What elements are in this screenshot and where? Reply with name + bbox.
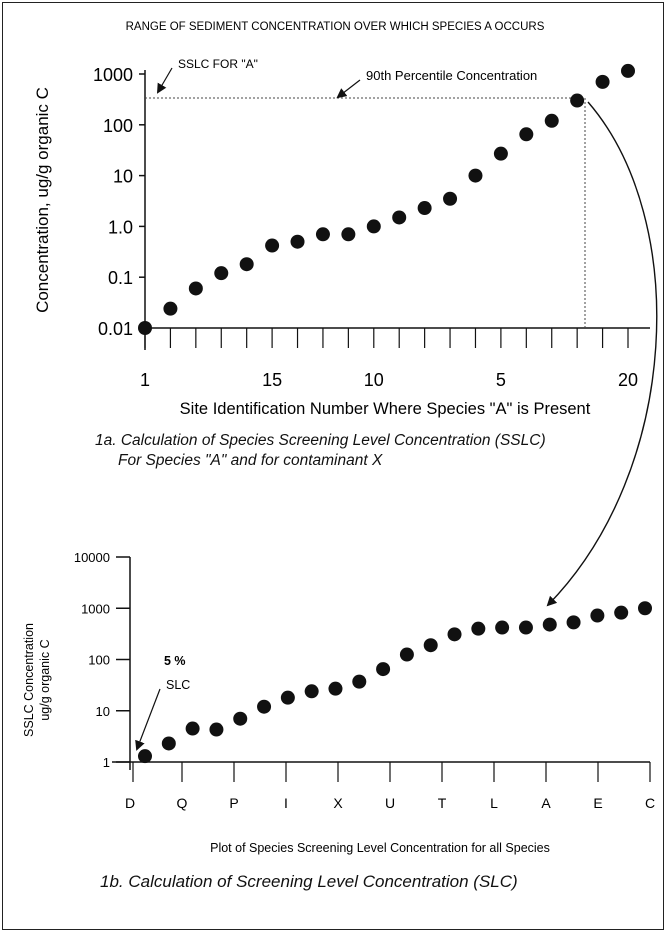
caption-1a-line2: For Species "A" and for contaminant X [118, 452, 383, 469]
chart-1b-data-point [376, 662, 391, 677]
chart-1a-data-point [188, 281, 203, 296]
chart-1a-data-point [214, 266, 229, 281]
chart-1a-data-point [265, 238, 280, 253]
chart-1a-data-point [392, 210, 407, 225]
chart-1b-data-point [423, 638, 438, 653]
chart-1b-data-point [233, 711, 248, 726]
caption-1a-line1: 1a. Calculation of Species Screening Lev… [95, 432, 546, 449]
chart-1b-y-tick-label: 1000 [81, 601, 110, 616]
chart-1b-axes [112, 557, 650, 770]
chart-1b-y-tick-label: 10000 [74, 550, 110, 565]
chart-1a-axes [144, 70, 650, 350]
chart-1a-data-point [290, 234, 305, 249]
chart-1b-x-tick-label: C [645, 795, 655, 811]
chart-1b-y-tick-label: 1 [103, 755, 110, 770]
chart-1a-x-tick-label: 5 [496, 370, 506, 390]
chart-1b-x-tick-label: A [541, 795, 551, 811]
chart-1a-y-tick-label: 0.01 [98, 319, 133, 339]
chart-1a-x-tick-label: 15 [262, 370, 282, 390]
chart-1b-x-tick-label: U [385, 795, 395, 811]
chart-1b-data-point [542, 617, 557, 632]
caption-1b: 1b. Calculation of Screening Level Conce… [100, 872, 518, 891]
chart-1b-data-point [495, 620, 510, 635]
chart-1a-x-tick-label: 1 [140, 370, 150, 390]
chart-1a-sslc-label: SSLC FOR "A" [178, 57, 258, 71]
chart-1a-x-axis-label: Site Identification Number Where Species… [180, 400, 591, 418]
chart-1a-percentile-arrow [336, 79, 361, 99]
chart-1b-data-point [185, 721, 200, 736]
chart-1b-slc-label: SLC [166, 678, 190, 692]
chart-1b-x-tick-label: I [284, 795, 288, 811]
chart-1a-data-point [443, 191, 458, 206]
chart-1a-data-point [341, 227, 356, 242]
chart-1b-x-tick-label: E [593, 795, 602, 811]
chart-1a-y-tick-label: 0.1 [108, 268, 133, 288]
chart-1a-points [138, 63, 635, 335]
chart-1b-data-point [209, 722, 224, 737]
chart-1b-data-point [447, 627, 462, 642]
chart-1a-y-axis-label: Concentration, ug/g organic C [33, 87, 52, 313]
connector-arrow [546, 101, 658, 607]
chart-1a-x-tick-label: 10 [364, 370, 384, 390]
chart-1a-y-tick-label: 1000 [93, 65, 133, 85]
chart-1b-x-tick-label: Q [177, 795, 188, 811]
chart-1a-data-point [519, 127, 534, 142]
chart-1b-points [138, 601, 652, 764]
chart-1b-data-point [399, 647, 414, 662]
chart-1b-y-tick-label: 10 [96, 704, 110, 719]
chart-1a-data-point [315, 227, 330, 242]
chart-1a-data-point [468, 168, 483, 183]
chart-1a-data-point [163, 301, 178, 316]
chart-1b-x-tick-label: X [333, 795, 343, 811]
chart-1b-data-point [138, 749, 152, 764]
chart-1b-data-point [638, 601, 652, 616]
chart-1b-data-point [280, 690, 295, 705]
chart-1a-x-tick-label: 20 [618, 370, 638, 390]
chart-1b-y-axis-label-line2: ug/g organic C [38, 639, 52, 720]
chart-1a-y-ticks: 0.01 0.1 1.0 10 100 1000 [93, 65, 145, 339]
chart-1a-percentile-label: 90th Percentile Concentration [366, 68, 537, 83]
chart-1b-data-point [471, 621, 486, 636]
chart-1a-sslc-arrow [156, 67, 173, 94]
chart-1b-data-point [614, 605, 629, 620]
chart-1a-data-point [544, 113, 559, 128]
chart-1a-y-tick-label: 100 [103, 116, 133, 136]
chart-1b-slc-arrow [135, 688, 161, 751]
chart-1a-y-tick-label: 10 [113, 167, 133, 187]
chart-1b-data-point [590, 608, 605, 623]
chart-1a-data-point [417, 201, 432, 216]
chart-1b-x-axis-label: Plot of Species Screening Level Concentr… [210, 841, 550, 855]
chart-1a-title: RANGE OF SEDIMENT CONCENTRATION OVER WHI… [126, 21, 545, 33]
chart-1b-data-point [518, 620, 533, 635]
chart-1b-data-point [328, 681, 343, 696]
chart-1b-y-tick-label: 100 [88, 653, 110, 668]
chart-1b-x-tick-label: P [229, 795, 238, 811]
chart-1a-y-tick-label: 1.0 [108, 217, 133, 237]
chart-1b-data-point [161, 736, 176, 751]
chart-1b-percent-label: 5 % [164, 654, 186, 668]
chart-1a-data-point [595, 74, 610, 89]
chart-1b-x-tick-label: L [490, 795, 498, 811]
chart-1a-data-point [493, 146, 508, 161]
chart-1b-x-tick-label: D [125, 795, 135, 811]
chart-1b-x-tick-label: T [438, 795, 447, 811]
chart-1b-y-axis-label-line1: SSLC Concentration [22, 623, 36, 737]
chart-1b-data-point [257, 699, 272, 714]
chart-1b-data-point [352, 674, 367, 689]
chart-1b-data-point [566, 615, 581, 630]
chart-1a-data-point [366, 219, 381, 234]
chart-1a-x-ticks: 1 15 10 5 20 [140, 328, 638, 390]
chart-1a-data-point [138, 321, 152, 335]
chart-1b-y-ticks: 1 10 100 1000 10000 [74, 550, 130, 770]
chart-1a-data-point [570, 93, 585, 108]
chart-1b-data-point [304, 684, 319, 699]
chart-1a-data-point [621, 63, 635, 78]
chart-1a-data-point [239, 257, 254, 272]
